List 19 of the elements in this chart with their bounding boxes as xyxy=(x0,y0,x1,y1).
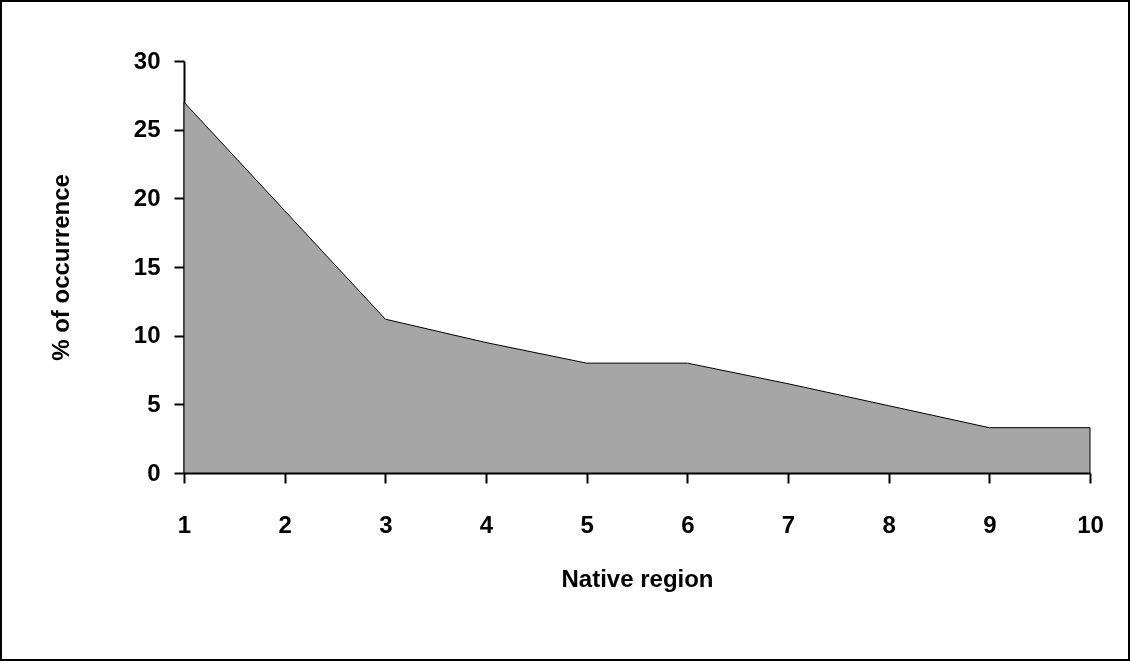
x-tick-label: 8 xyxy=(882,510,896,538)
x-tick-label: 3 xyxy=(379,510,393,538)
y-tick-label: 25 xyxy=(133,115,161,143)
x-tick-label: 6 xyxy=(681,510,695,538)
x-tick-label: 10 xyxy=(1077,510,1104,538)
x-tick-label: 4 xyxy=(479,510,494,538)
y-axis-title: % of occurrence xyxy=(46,174,74,361)
x-tick-label: 1 xyxy=(177,510,192,538)
y-tick-label: 10 xyxy=(133,321,161,349)
y-tick-label: 15 xyxy=(133,252,161,280)
y-tick-label: 5 xyxy=(147,389,161,417)
y-tick-label: 0 xyxy=(147,458,161,486)
x-axis-title: Native region xyxy=(561,564,714,592)
y-tick-label: 30 xyxy=(133,46,161,74)
x-tick-label: 2 xyxy=(278,510,292,538)
y-tick-label: 20 xyxy=(133,183,161,211)
x-tick-label: 5 xyxy=(580,510,594,538)
x-tick-label: 7 xyxy=(781,510,796,538)
x-tick-label: 9 xyxy=(983,510,997,538)
